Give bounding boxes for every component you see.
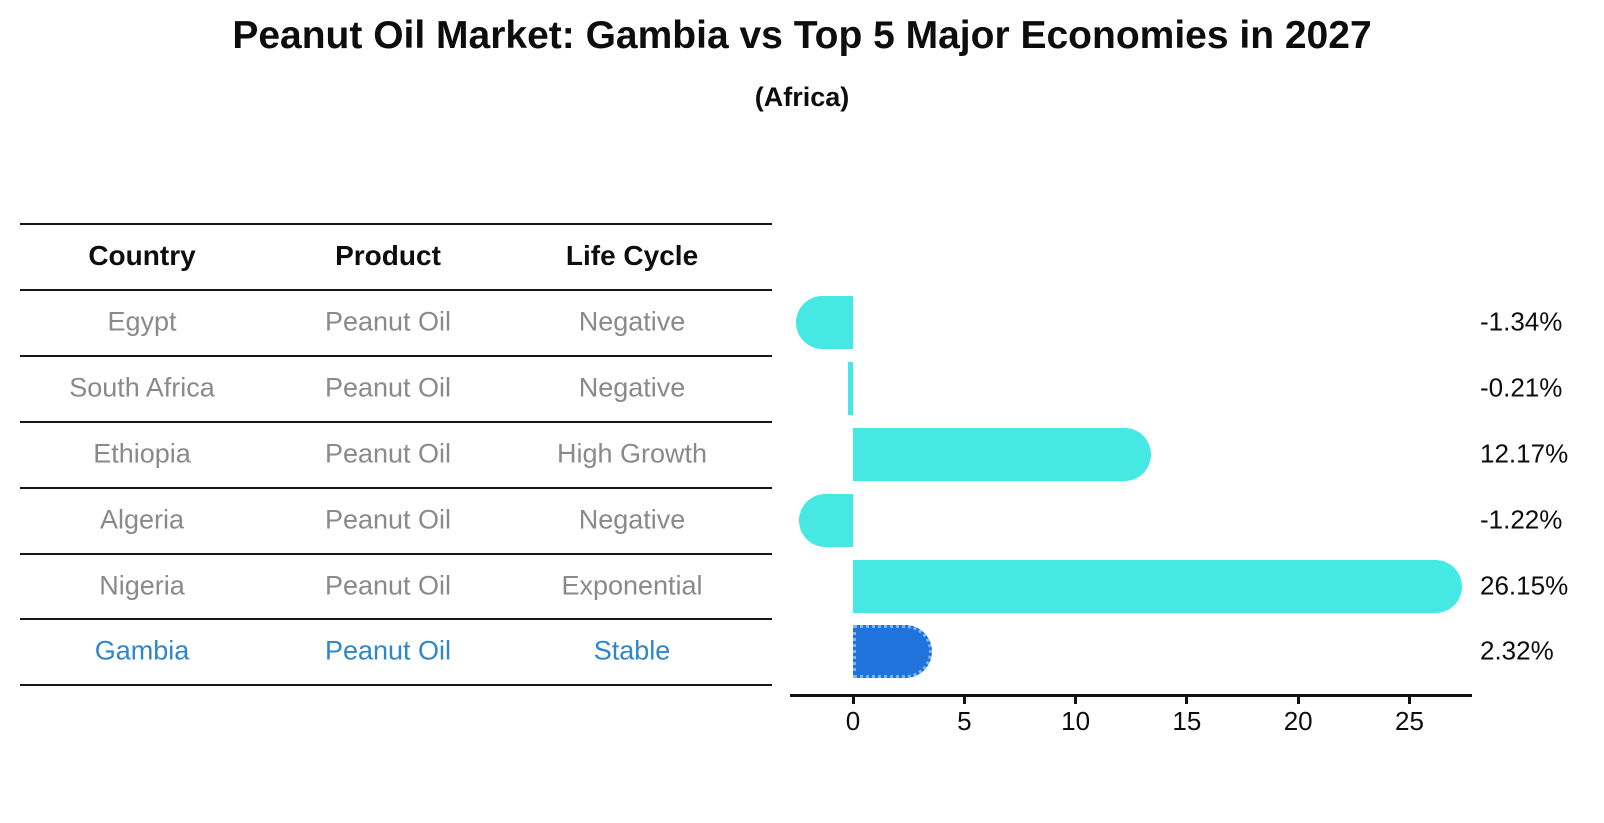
- product-cell: Peanut Oil: [324, 372, 452, 403]
- x-tick-mark: [851, 694, 855, 704]
- x-tick-mark: [1185, 694, 1189, 704]
- x-tick-label: 10: [1061, 706, 1091, 736]
- x-tick-label: 0: [845, 706, 861, 736]
- table-rule: [20, 553, 772, 555]
- bar-egypt: [796, 295, 853, 349]
- product-cell: Peanut Oil: [324, 570, 452, 601]
- country-cell: Gambia: [94, 635, 190, 666]
- product-cell: Peanut Oil: [324, 504, 452, 535]
- table-rule: [20, 421, 772, 423]
- table-rule: [20, 487, 772, 489]
- lifecycle-cell: Negative: [578, 306, 686, 337]
- product-cell: Peanut Oil: [324, 635, 452, 666]
- x-tick-label: 5: [957, 706, 972, 736]
- country-cell: Algeria: [99, 504, 185, 535]
- bar-south-africa: [848, 361, 853, 415]
- x-tick-mark: [1296, 694, 1300, 704]
- chart-title: Peanut Oil Market: Gambia vs Top 5 Major…: [232, 14, 1372, 57]
- x-axis-line: [790, 694, 1472, 697]
- table-rule: [20, 289, 772, 291]
- country-cell: Nigeria: [99, 570, 185, 601]
- table-rule: [20, 684, 772, 686]
- lifecycle-cell: Negative: [578, 504, 686, 535]
- table-rule: [20, 355, 772, 357]
- x-tick-mark: [1074, 694, 1078, 704]
- table-header-country: Country: [88, 240, 196, 271]
- bar-value-label: 2.32%: [1480, 635, 1554, 666]
- bar-value-label: -1.34%: [1480, 306, 1563, 337]
- country-cell: Egypt: [107, 306, 177, 337]
- bar-ethiopia: [853, 427, 1151, 481]
- x-tick-label: 15: [1172, 706, 1202, 736]
- lifecycle-cell: High Growth: [556, 438, 708, 469]
- table-rule: [20, 223, 772, 225]
- lifecycle-cell: Stable: [593, 635, 671, 666]
- product-cell: Peanut Oil: [324, 306, 452, 337]
- country-cell: Ethiopia: [93, 438, 191, 469]
- bar-value-label: -1.22%: [1480, 504, 1563, 535]
- chart-subtitle: (Africa): [754, 82, 850, 112]
- x-tick-label: 20: [1283, 706, 1313, 736]
- x-tick-label: 25: [1395, 706, 1424, 736]
- lifecycle-cell: Negative: [578, 372, 686, 403]
- bar-algeria: [798, 493, 853, 547]
- x-tick-mark: [1408, 694, 1411, 704]
- x-tick-mark: [962, 694, 966, 704]
- lifecycle-cell: Exponential: [561, 570, 703, 601]
- bar-gambia: [853, 624, 932, 678]
- bar-nigeria: [853, 559, 1463, 613]
- bar-value-label: 26.15%: [1480, 570, 1569, 601]
- bar-value-label: 12.17%: [1480, 438, 1569, 469]
- bar-value-label: -0.21%: [1480, 372, 1563, 403]
- table-rule: [20, 618, 772, 620]
- country-cell: South Africa: [69, 372, 215, 403]
- table-header-life-cycle: Life Cycle: [565, 240, 699, 271]
- table-header-product: Product: [335, 240, 441, 271]
- product-cell: Peanut Oil: [324, 438, 452, 469]
